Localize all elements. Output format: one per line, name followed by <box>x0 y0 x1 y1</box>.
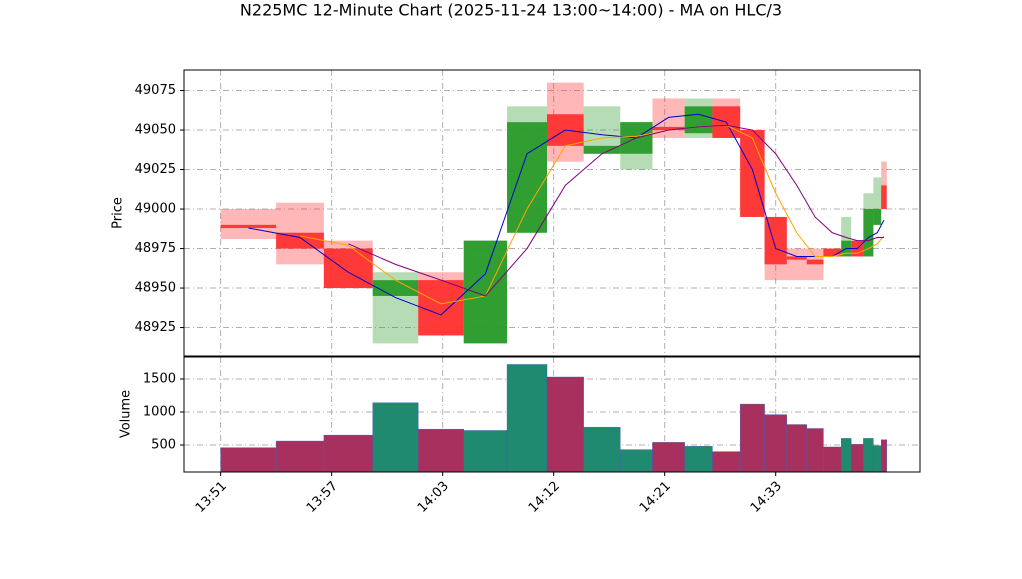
volume-bar <box>823 446 842 473</box>
candle-wick <box>786 248 807 281</box>
volume-bar <box>546 376 584 473</box>
volume-bar <box>764 414 787 473</box>
candle-wick <box>220 209 277 240</box>
volume-tick-label: 1000 <box>143 404 176 419</box>
volume-bar <box>880 439 887 473</box>
volume-bar <box>684 446 713 473</box>
candle-body <box>684 106 713 134</box>
candle-body <box>583 145 621 154</box>
volume-bar <box>712 451 741 473</box>
volume-bar <box>506 364 548 473</box>
y-tick-label: 48925 <box>135 320 176 335</box>
volume-bar <box>220 447 277 473</box>
volume-bar <box>786 424 807 473</box>
volume-bar <box>418 428 464 473</box>
candle-body <box>276 232 324 249</box>
candle-body <box>652 126 685 131</box>
volume-bar <box>275 440 325 473</box>
volume-bar <box>863 438 874 473</box>
candle-body <box>764 216 787 265</box>
candle-body <box>418 280 464 336</box>
volume-bar <box>620 449 653 473</box>
volume-tick-label: 1500 <box>143 371 176 386</box>
volume-bar <box>850 444 864 473</box>
candle-body <box>863 209 874 257</box>
candle-body <box>323 248 373 289</box>
candle-body <box>463 240 508 344</box>
candle-body <box>507 122 548 233</box>
y-tick-label: 49000 <box>135 202 176 217</box>
ma-line <box>248 113 885 316</box>
candle-wick <box>841 216 852 257</box>
volume-axis-label: Volume <box>119 390 134 438</box>
price-axes-frame <box>183 69 921 357</box>
candle-body <box>220 224 277 229</box>
volume-bar <box>739 403 765 473</box>
y-tick-label: 48950 <box>135 281 176 296</box>
candle-body <box>806 259 824 265</box>
candle-body <box>881 185 887 210</box>
volume-tick-label: 500 <box>151 437 176 452</box>
y-tick-label: 49050 <box>135 123 176 138</box>
candle-wick <box>652 98 685 138</box>
volume-bar <box>583 426 621 473</box>
volume-bar <box>372 402 419 473</box>
y-axis-label: Price <box>111 197 126 229</box>
volume-bar <box>463 430 508 473</box>
volume-bar <box>652 442 685 473</box>
candle-body <box>740 130 765 217</box>
volume-bar <box>873 445 882 473</box>
volume-bar <box>840 438 852 473</box>
volume-bar <box>806 428 824 473</box>
candle-body <box>873 209 882 225</box>
y-tick-label: 48975 <box>135 241 176 256</box>
chart-title: N225MC 12-Minute Chart (2025-11-24 13:00… <box>240 1 782 20</box>
candle-body <box>823 248 842 257</box>
volume-axes-frame <box>183 356 921 473</box>
candle-body <box>786 256 807 260</box>
y-tick-label: 49025 <box>135 162 176 177</box>
ma-line <box>348 124 884 297</box>
y-tick-label: 49075 <box>135 83 176 98</box>
volume-bar <box>323 434 373 473</box>
candle-wick <box>873 177 882 225</box>
